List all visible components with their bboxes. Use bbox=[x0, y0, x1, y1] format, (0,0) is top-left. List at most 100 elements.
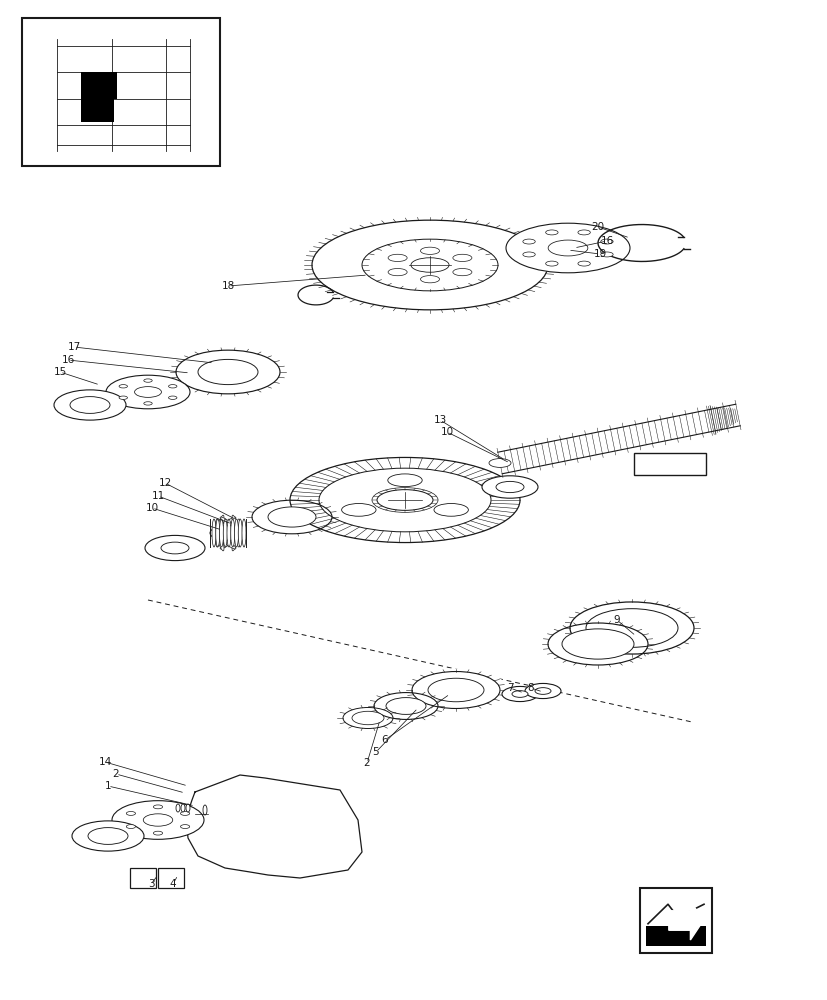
Ellipse shape bbox=[388, 268, 407, 276]
Text: 7: 7 bbox=[506, 683, 513, 693]
Ellipse shape bbox=[495, 481, 523, 493]
Text: 8: 8 bbox=[527, 683, 533, 693]
Text: 13: 13 bbox=[433, 415, 446, 425]
Text: 4: 4 bbox=[170, 879, 176, 889]
Ellipse shape bbox=[214, 519, 219, 547]
Ellipse shape bbox=[70, 397, 110, 413]
Ellipse shape bbox=[181, 804, 184, 812]
Text: 19: 19 bbox=[593, 249, 606, 259]
Ellipse shape bbox=[366, 690, 446, 722]
Ellipse shape bbox=[268, 507, 316, 527]
Ellipse shape bbox=[562, 599, 701, 657]
Ellipse shape bbox=[127, 811, 136, 815]
Bar bbox=[158, 868, 184, 888]
Ellipse shape bbox=[524, 683, 561, 699]
Ellipse shape bbox=[180, 811, 189, 815]
Text: 5: 5 bbox=[372, 747, 379, 757]
Ellipse shape bbox=[214, 515, 224, 542]
Ellipse shape bbox=[216, 519, 219, 547]
Ellipse shape bbox=[144, 402, 152, 405]
Ellipse shape bbox=[410, 258, 448, 272]
Ellipse shape bbox=[153, 831, 162, 835]
Ellipse shape bbox=[522, 252, 534, 257]
Ellipse shape bbox=[420, 276, 439, 283]
Ellipse shape bbox=[112, 801, 203, 839]
Text: 15: 15 bbox=[53, 367, 66, 377]
Text: 10: 10 bbox=[146, 503, 159, 513]
Ellipse shape bbox=[213, 531, 236, 549]
Ellipse shape bbox=[127, 825, 136, 829]
Text: 1 . 3 2 . 1: 1 . 3 2 . 1 bbox=[635, 459, 704, 469]
Bar bbox=[81, 99, 113, 122]
Ellipse shape bbox=[600, 252, 613, 257]
Ellipse shape bbox=[153, 805, 162, 809]
Ellipse shape bbox=[88, 828, 128, 844]
Ellipse shape bbox=[428, 678, 484, 702]
Text: 17: 17 bbox=[67, 342, 80, 352]
Text: 18: 18 bbox=[221, 281, 234, 291]
Ellipse shape bbox=[119, 385, 127, 388]
Text: 16: 16 bbox=[600, 236, 613, 246]
Ellipse shape bbox=[385, 698, 425, 714]
Ellipse shape bbox=[203, 805, 207, 815]
Ellipse shape bbox=[232, 524, 241, 551]
Polygon shape bbox=[186, 775, 361, 878]
Text: 11: 11 bbox=[151, 491, 165, 501]
Ellipse shape bbox=[198, 359, 258, 385]
Ellipse shape bbox=[220, 517, 242, 535]
Ellipse shape bbox=[489, 459, 510, 467]
Ellipse shape bbox=[236, 519, 241, 547]
Ellipse shape bbox=[586, 609, 677, 647]
Ellipse shape bbox=[119, 396, 127, 399]
Ellipse shape bbox=[72, 821, 144, 851]
Ellipse shape bbox=[577, 261, 590, 266]
Ellipse shape bbox=[511, 691, 528, 697]
Ellipse shape bbox=[361, 239, 497, 291]
Polygon shape bbox=[668, 901, 702, 940]
Ellipse shape bbox=[213, 517, 236, 535]
Ellipse shape bbox=[241, 519, 246, 547]
Bar bbox=[639, 888, 711, 953]
Ellipse shape bbox=[231, 519, 235, 547]
Text: 6: 6 bbox=[381, 735, 388, 745]
Ellipse shape bbox=[545, 261, 557, 266]
Ellipse shape bbox=[227, 519, 231, 547]
Ellipse shape bbox=[376, 490, 433, 510]
Ellipse shape bbox=[342, 504, 375, 516]
Ellipse shape bbox=[186, 804, 189, 812]
Ellipse shape bbox=[169, 396, 177, 399]
Text: 16: 16 bbox=[61, 355, 74, 365]
Ellipse shape bbox=[433, 504, 468, 516]
Ellipse shape bbox=[577, 230, 590, 235]
Ellipse shape bbox=[232, 515, 241, 542]
Text: 1: 1 bbox=[104, 781, 111, 791]
Ellipse shape bbox=[145, 535, 205, 561]
Text: 20: 20 bbox=[590, 222, 604, 232]
Text: 2: 2 bbox=[363, 758, 370, 768]
Ellipse shape bbox=[562, 629, 633, 659]
Ellipse shape bbox=[219, 519, 223, 547]
Ellipse shape bbox=[220, 531, 242, 549]
Ellipse shape bbox=[539, 620, 655, 668]
Bar bbox=[130, 868, 155, 888]
Bar bbox=[81, 72, 117, 99]
Ellipse shape bbox=[481, 476, 538, 498]
Ellipse shape bbox=[501, 686, 538, 702]
Bar bbox=[22, 18, 220, 166]
Ellipse shape bbox=[234, 519, 238, 547]
Ellipse shape bbox=[143, 814, 173, 826]
Ellipse shape bbox=[547, 240, 587, 256]
Bar bbox=[645, 926, 705, 946]
Ellipse shape bbox=[169, 385, 177, 388]
Ellipse shape bbox=[180, 825, 189, 829]
Ellipse shape bbox=[214, 524, 224, 551]
Ellipse shape bbox=[452, 254, 471, 262]
Ellipse shape bbox=[302, 216, 557, 314]
Ellipse shape bbox=[452, 268, 471, 276]
Text: 14: 14 bbox=[98, 757, 112, 767]
Ellipse shape bbox=[106, 375, 189, 409]
Ellipse shape bbox=[351, 711, 384, 725]
Ellipse shape bbox=[238, 519, 242, 547]
Ellipse shape bbox=[223, 519, 227, 547]
Ellipse shape bbox=[244, 497, 340, 537]
